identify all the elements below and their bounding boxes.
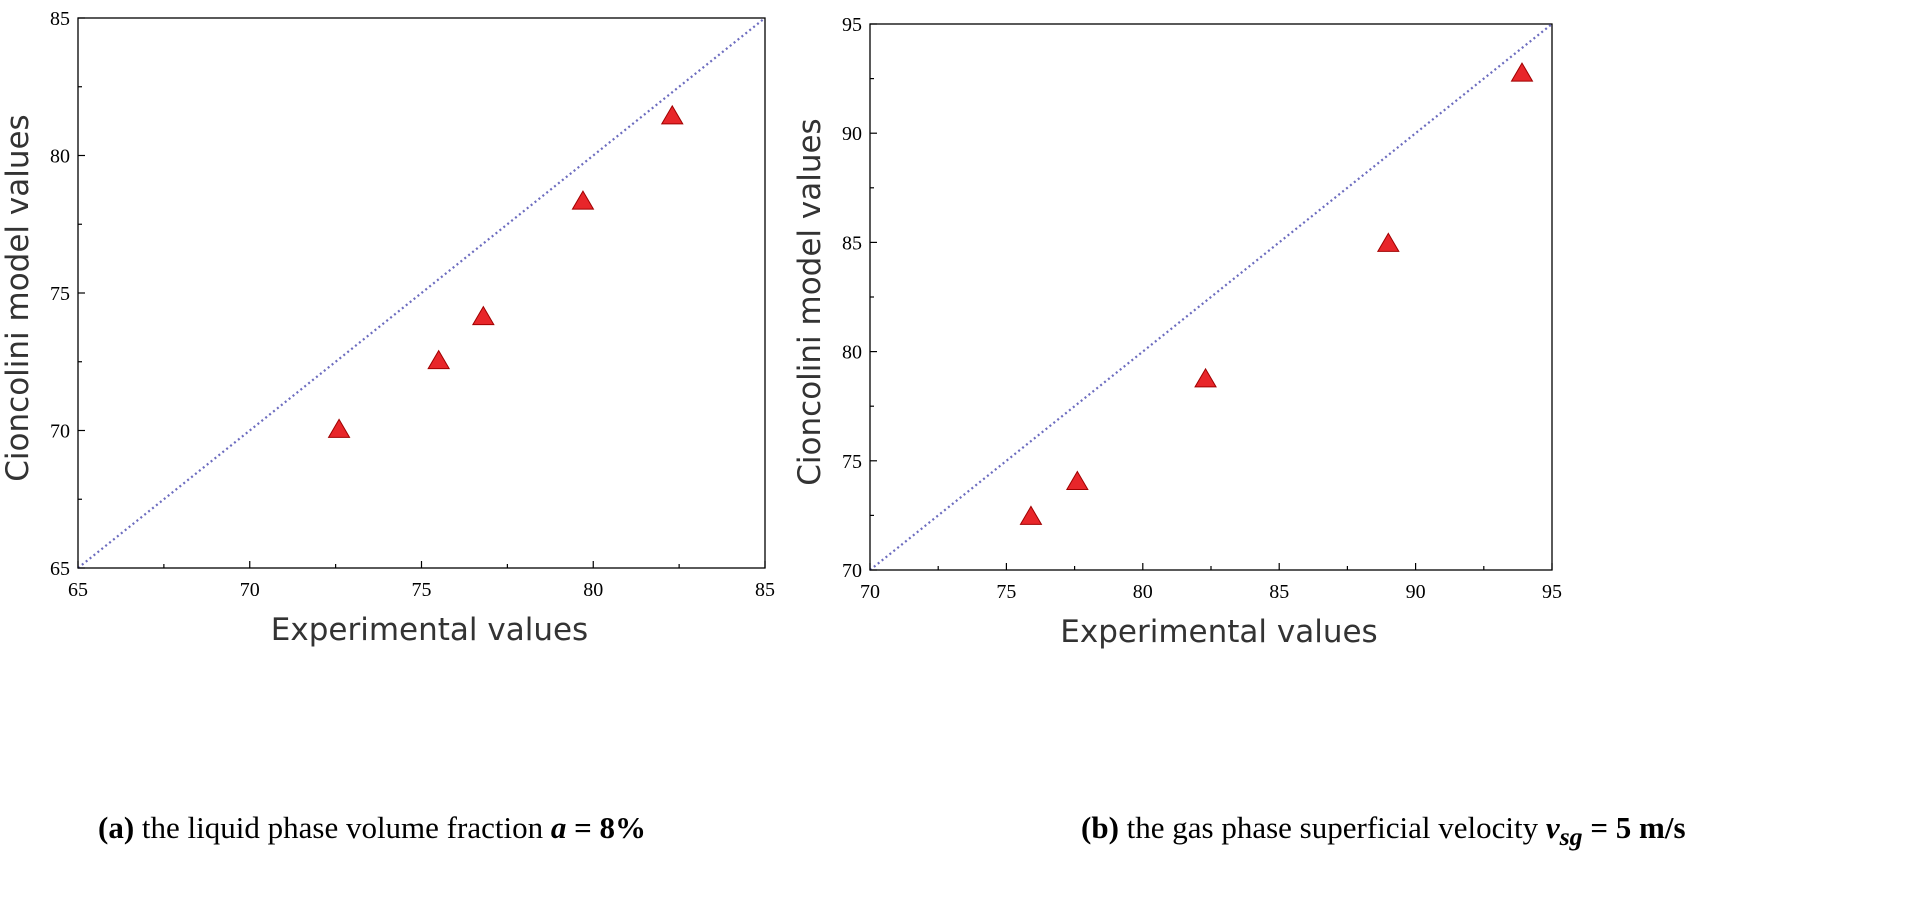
caption-b-symbol: v [1545, 810, 1560, 845]
y-tick-label-a-1: 70 [50, 421, 70, 443]
data-point-b-3 [1376, 232, 1400, 252]
x-tick-label-b-5: 95 [1542, 581, 1562, 603]
x-axis-title-a: Experimental values [271, 612, 588, 648]
caption-a-text: the liquid phase volume fraction [134, 810, 551, 845]
y-tick-label-a-4: 85 [50, 8, 70, 30]
y-axis-title-a: Cioncolini model values [0, 114, 36, 481]
data-point-b-0 [1019, 505, 1043, 525]
y-tick-label-b-5: 95 [842, 14, 862, 36]
y-tick-label-b-0: 70 [842, 560, 862, 582]
x-axis-title-b: Experimental values [1060, 614, 1377, 650]
caption-b-suffix: = 5 m/s [1582, 810, 1686, 845]
x-tick-label-a-2: 75 [412, 579, 432, 601]
data-point-b-4 [1510, 62, 1534, 82]
data-point-a-1 [427, 349, 451, 370]
x-tick-label-b-0: 70 [860, 581, 880, 603]
caption-a-suffix: = 8% [566, 810, 646, 845]
caption-b-prefix: (b) [1081, 810, 1119, 845]
x-tick-label-b-2: 80 [1133, 581, 1153, 603]
x-tick-label-a-4: 85 [755, 579, 775, 601]
x-tick-label-b-1: 75 [996, 581, 1016, 603]
data-point-b-1 [1065, 470, 1089, 490]
x-tick-label-b-4: 90 [1406, 581, 1426, 603]
y-tick-label-a-2: 75 [50, 283, 70, 305]
caption-a-prefix: (a) [98, 810, 135, 845]
panel-a: 65 70 75 80 85 65 70 75 80 85 Experimental values C… [0, 8, 775, 648]
caption-a: (a) the liquid phase volume fraction a =… [98, 810, 646, 846]
x-tick-label-a-3: 80 [583, 579, 603, 601]
caption-b-subscript: sg [1559, 822, 1583, 852]
reference-line-b [869, 23, 1553, 571]
data-point-a-2 [471, 305, 495, 326]
y-tick-label-b-1: 75 [842, 451, 862, 473]
reference-line-a [77, 17, 766, 569]
data-point-a-3 [571, 190, 595, 210]
caption-b: (b) the gas phase superficial velocity v… [1081, 810, 1686, 852]
x-tick-label-a-1: 70 [240, 579, 260, 601]
y-tick-label-b-2: 80 [842, 342, 862, 364]
y-axis-title-b: Cioncolini model values [792, 118, 828, 485]
x-tick-label-a-0: 65 [68, 579, 88, 601]
x-tick-label-b-3: 85 [1269, 581, 1289, 603]
data-point-a-0 [327, 418, 351, 438]
data-point-b-2 [1194, 367, 1217, 388]
y-tick-label-b-4: 90 [842, 123, 862, 145]
y-tick-label-b-3: 85 [842, 232, 862, 254]
caption-a-symbol: a [550, 810, 567, 845]
y-tick-label-a-3: 80 [50, 146, 70, 168]
data-point-a-4 [660, 104, 684, 125]
panel-b: 70 75 80 85 90 95 70 75 80 85 90 95 Experimental val… [792, 14, 1562, 650]
caption-b-text: the gas phase superficial velocity [1118, 810, 1546, 845]
y-tick-label-a-0: 65 [50, 558, 70, 580]
